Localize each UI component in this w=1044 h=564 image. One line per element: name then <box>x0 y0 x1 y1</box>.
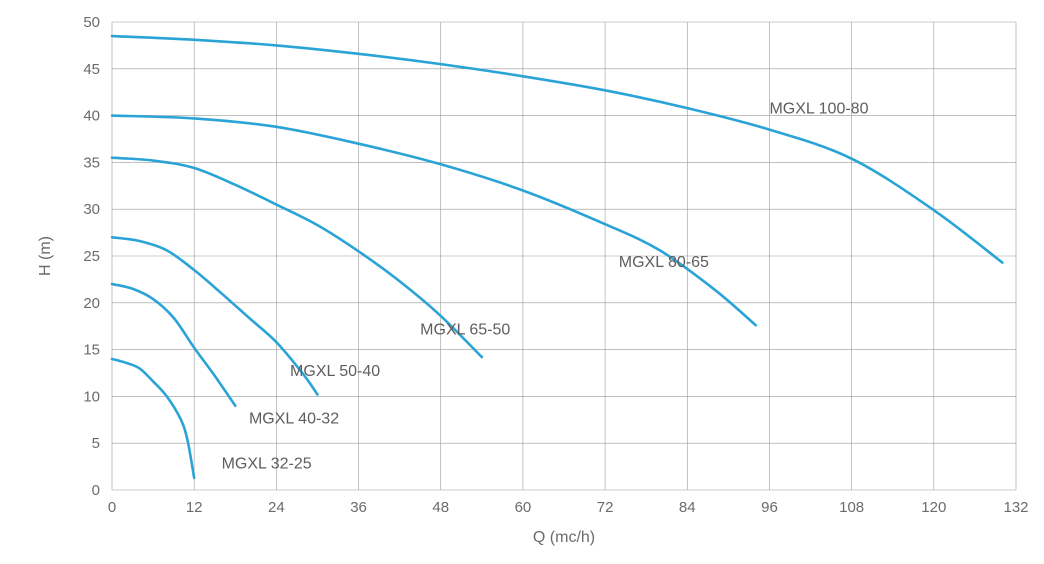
x-tick-label: 132 <box>1003 499 1028 516</box>
x-tick-label: 12 <box>186 499 203 516</box>
y-tick-label: 30 <box>83 201 100 218</box>
y-tick-label: 20 <box>83 295 100 312</box>
x-tick-label: 120 <box>921 499 946 516</box>
x-axis-label: Q (mc/h) <box>533 529 595 546</box>
x-tick-label: 84 <box>679 499 696 516</box>
x-tick-label: 96 <box>761 499 778 516</box>
series-label: MGXL 65-50 <box>420 322 510 339</box>
series-label: MGXL 32-25 <box>222 455 312 472</box>
y-tick-label: 45 <box>83 61 100 78</box>
x-tick-label: 72 <box>597 499 614 516</box>
y-tick-label: 35 <box>83 154 100 171</box>
series-label: MGXL 80-65 <box>619 254 709 271</box>
y-tick-label: 25 <box>83 248 100 265</box>
series-label: MGXL 40-32 <box>249 411 339 428</box>
y-tick-label: 40 <box>83 108 100 125</box>
x-tick-label: 24 <box>268 499 285 516</box>
y-axis-label: H (m) <box>37 236 54 276</box>
pump-curve-chart: 0 5 10 15 20 25 30 35 40 45 50 0 12 24 36 48 60 72 84 96 108… <box>0 0 1044 564</box>
series-label: MGXL 50-40 <box>290 363 380 380</box>
x-tick-label: 48 <box>432 499 449 516</box>
x-tick-label: 0 <box>108 499 116 516</box>
y-tick-label: 10 <box>83 388 100 405</box>
y-tick-label: 0 <box>92 482 100 499</box>
chart-svg: 0 5 10 15 20 25 30 35 40 45 50 0 12 24 36 48 60 72 84 96 108… <box>0 0 1044 564</box>
y-tick-label: 50 <box>83 14 100 31</box>
y-tick-label: 5 <box>92 435 100 452</box>
series-label: MGXL 100-80 <box>769 101 868 118</box>
x-tick-label: 108 <box>839 499 864 516</box>
x-tick-label: 60 <box>515 499 532 516</box>
chart-bg <box>0 0 1044 564</box>
x-tick-label: 36 <box>350 499 367 516</box>
y-tick-label: 15 <box>83 342 100 359</box>
